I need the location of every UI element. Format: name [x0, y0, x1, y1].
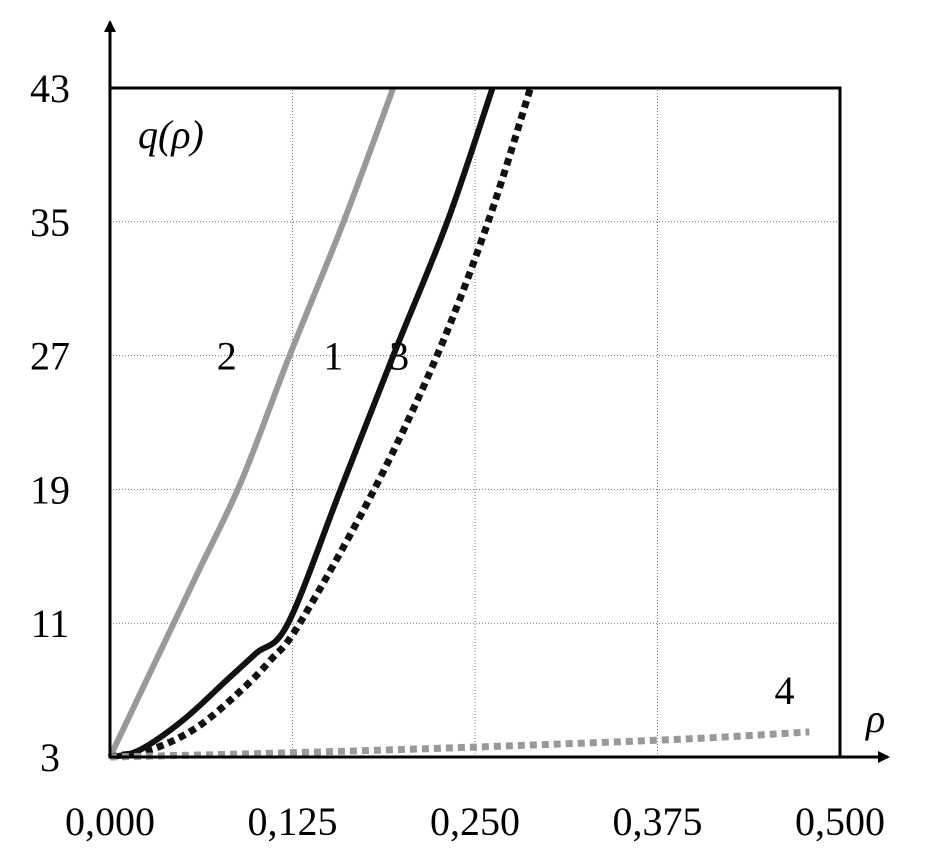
plot-frame [108, 86, 842, 759]
curve-label-4: 4 [775, 668, 795, 713]
x-tick-label: 0,125 [248, 799, 338, 844]
curve-labels: 2 1 3 4 [217, 334, 795, 713]
series-group [107, 86, 810, 761]
x-tick-label: 0,500 [795, 799, 885, 844]
y-tick-label: 27 [30, 334, 70, 379]
series-3-line [109, 86, 534, 761]
y-tick-label: 11 [31, 601, 70, 646]
x-tick-label: 0,000 [65, 799, 155, 844]
y-tick-label: 3 [40, 735, 60, 780]
curve-label-2: 2 [217, 334, 237, 379]
x-tick-label: 0,375 [613, 799, 703, 844]
y-axis-label: q(ρ) [138, 112, 204, 157]
y-tick-label: 19 [30, 467, 70, 512]
series-4-line [109, 728, 810, 761]
y-tick-label: 35 [30, 200, 70, 245]
y-tick-label: 43 [30, 66, 70, 111]
series-2-line [107, 86, 397, 759]
x-tick-label: 0,250 [430, 799, 520, 844]
series-1-line [109, 87, 496, 760]
x-axis-label: ρ [864, 696, 885, 741]
grid [110, 88, 840, 757]
curve-label-3: 3 [389, 334, 409, 379]
curve-label-1: 1 [323, 334, 343, 379]
